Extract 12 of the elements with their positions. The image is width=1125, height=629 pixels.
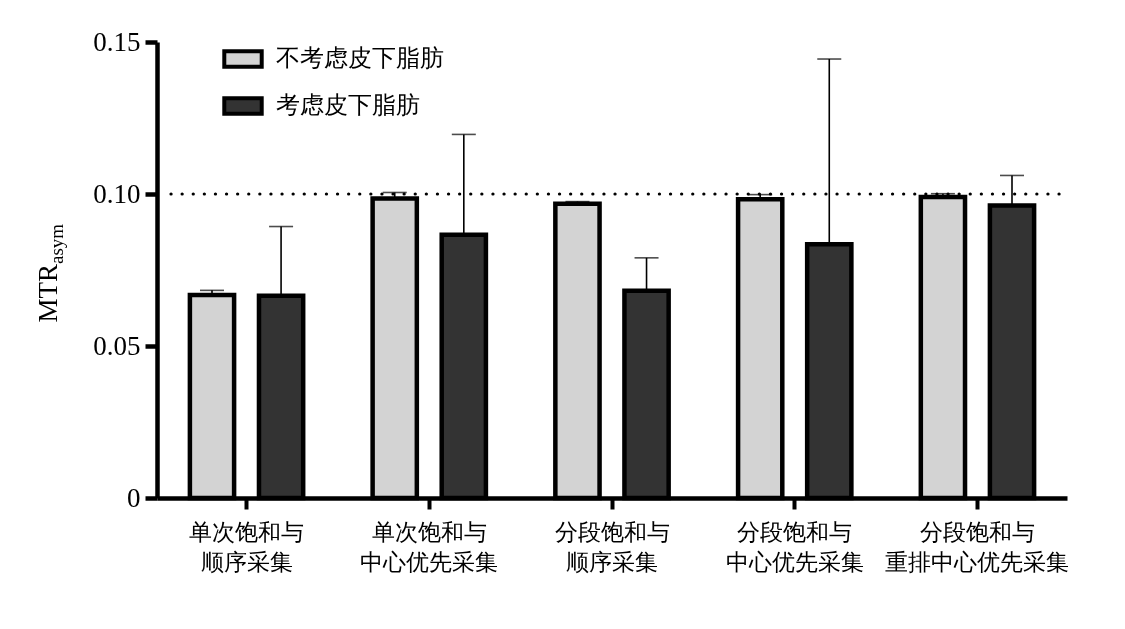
x-tick-label: 单次饱和与中心优先采集 [360,519,499,575]
y-tick-label: 0.15 [93,26,141,57]
x-tick-label: 分段饱和与顺序采集 [554,519,670,575]
x-tick-label: 单次饱和与顺序采集 [189,519,305,575]
x-tick-label: 分段饱和与中心优先采集 [725,519,864,575]
legend-label: 考虑皮下脂肪 [276,92,420,118]
y-tick-label: 0 [127,482,141,513]
x-tick-label: 分段饱和与重排中心优先采集 [885,519,1070,575]
y-tick-label: 0.10 [93,178,141,209]
y-axis-title: MTRasym [33,223,67,323]
y-tick-label: 0.05 [93,330,141,361]
legend-label: 不考虑皮下脂肪 [276,45,444,71]
